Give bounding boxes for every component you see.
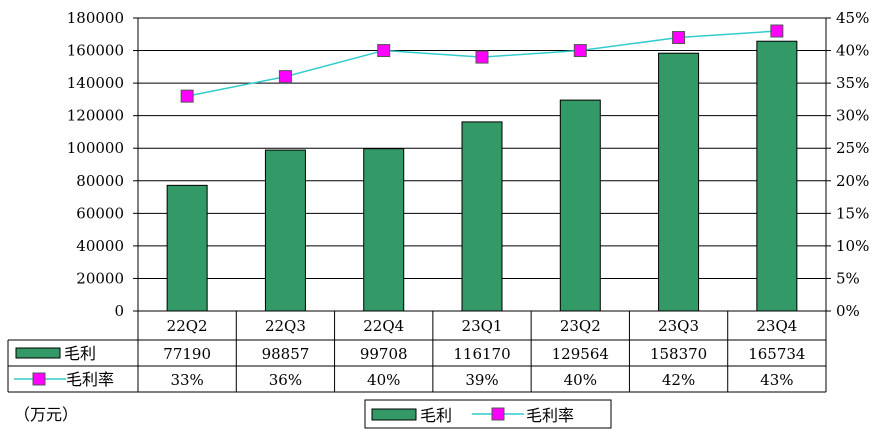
right-axis-ticks: 0% 5% 10% 15% 20% 25% 30% 35% 40% 45% [826, 9, 869, 320]
line-marker [278, 70, 292, 84]
line-marker [180, 89, 194, 103]
table-key-marker [32, 372, 46, 386]
category-label: 22Q2 [167, 317, 208, 335]
bar [264, 149, 306, 312]
left-tick-label: 100000 [67, 139, 124, 157]
table-row-name: 毛利率 [66, 370, 114, 389]
category-label: 23Q3 [658, 317, 699, 335]
legend: 毛利 毛利率 [364, 399, 612, 429]
legend-label: 毛利率 [526, 406, 574, 425]
right-tick-label: 30% [836, 107, 869, 125]
left-tick-label: 0 [114, 302, 124, 320]
left-tick-label: 40000 [76, 237, 124, 255]
bar [166, 184, 208, 312]
line-marker [475, 50, 489, 64]
bar-value-label: 129564 [552, 345, 609, 363]
line-marker [672, 31, 686, 45]
line-value-label: 40% [564, 371, 597, 389]
line-marker [377, 44, 391, 58]
left-axis-ticks: 0 20000 40000 60000 80000 100000 120000 140000 1… [67, 9, 138, 320]
right-tick-label: 10% [836, 237, 869, 255]
category-label: 23Q2 [560, 317, 601, 335]
bar-value-label: 165734 [748, 345, 805, 363]
category-label: 22Q3 [265, 317, 306, 335]
right-tick-label: 5% [836, 269, 860, 287]
left-tick-label: 80000 [76, 172, 124, 190]
right-tick-label: 25% [836, 139, 869, 157]
bar-series [166, 40, 798, 312]
bar-value-label: 116170 [453, 345, 510, 363]
left-tick-label: 180000 [67, 9, 124, 27]
category-label: 23Q4 [756, 317, 797, 335]
data-table: 22Q2 22Q3 22Q4 23Q1 23Q2 23Q3 23Q4 77190 98857 99… [7, 310, 827, 393]
bar [363, 148, 405, 312]
bar-value-label: 77190 [163, 345, 211, 363]
legend-swatch-marker [491, 407, 505, 421]
right-tick-label: 20% [836, 172, 869, 190]
bar-value-label: 99708 [360, 345, 408, 363]
left-tick-label: 120000 [67, 107, 124, 125]
category-label: 23Q1 [462, 317, 503, 335]
legend-swatch-bar [371, 408, 417, 421]
line-marker [770, 24, 784, 38]
line-value-label: 33% [170, 371, 203, 389]
category-label: 22Q4 [363, 317, 404, 335]
bar-value-label: 98857 [262, 345, 310, 363]
bar [461, 121, 503, 312]
right-tick-label: 35% [836, 74, 869, 92]
bar-value-label: 158370 [650, 345, 707, 363]
line-value-label: 42% [662, 371, 695, 389]
line-marker [573, 44, 587, 58]
unit-label: （万元） [14, 405, 78, 424]
right-tick-label: 0% [836, 302, 860, 320]
bar [756, 40, 798, 312]
line-value-label: 36% [269, 371, 302, 389]
table-key-bar [15, 347, 61, 359]
left-tick-label: 140000 [67, 74, 124, 92]
legend-label: 毛利 [420, 406, 452, 425]
line-value-label: 40% [367, 371, 400, 389]
axes [137, 18, 827, 311]
right-tick-label: 45% [836, 9, 869, 27]
right-tick-label: 40% [836, 42, 869, 60]
table-row-name: 毛利 [64, 344, 96, 363]
left-tick-label: 160000 [67, 42, 124, 60]
bar [658, 52, 700, 312]
right-tick-label: 15% [836, 204, 869, 222]
line-series [180, 24, 784, 103]
line-value-label: 43% [760, 371, 793, 389]
left-tick-label: 60000 [76, 204, 124, 222]
bar [559, 99, 601, 312]
left-tick-label: 20000 [76, 269, 124, 287]
line-value-label: 39% [465, 371, 498, 389]
